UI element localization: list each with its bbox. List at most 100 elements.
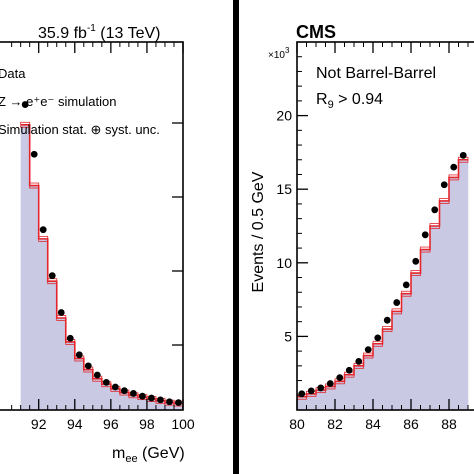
sim-uncertainty-band — [38, 235, 49, 242]
sim-fill-bin — [458, 159, 469, 410]
right-y-axis-label: Events / 0.5 GeV — [250, 171, 267, 292]
data-point — [336, 374, 344, 382]
sim-fill-bin — [56, 318, 67, 410]
data-point — [48, 272, 56, 280]
data-point — [57, 309, 65, 316]
data-point — [402, 281, 410, 289]
sim-fill-bin — [65, 341, 76, 410]
sim-fill-bin — [128, 395, 139, 410]
sim-fill-bin — [74, 358, 85, 410]
x-tick-label: 80 — [289, 416, 305, 432]
r9-cut-annotation: R9 > 0.94 — [316, 91, 383, 111]
legend-simulation-label: Z → e⁺e⁻ simulation — [0, 94, 117, 109]
sim-fill-bin — [335, 381, 345, 410]
sim-fill-bin — [29, 185, 39, 410]
x-tick-label: 100 — [171, 416, 195, 432]
sim-fill-bin — [392, 311, 402, 410]
y-tick-label: 15 — [276, 181, 292, 197]
sim-fill-bin — [316, 390, 326, 410]
data-point — [364, 346, 372, 354]
data-point — [84, 362, 92, 370]
x-tick-label: 84 — [365, 416, 381, 432]
sim-fill-bin — [173, 403, 184, 410]
sim-uncertainty-band — [29, 182, 40, 189]
sim-fill-bin — [20, 124, 30, 411]
sim-uncertainty-band — [410, 270, 421, 277]
cms-title: CMS — [296, 22, 336, 42]
y-tick-label: 5 — [284, 328, 292, 344]
sim-fill-bin — [38, 238, 49, 410]
data-point — [393, 299, 401, 306]
data-point — [130, 390, 137, 397]
left-data-points — [21, 101, 182, 407]
sim-fill-bin — [146, 398, 157, 410]
data-point — [148, 394, 155, 402]
right-simulation-fill — [297, 159, 469, 410]
sim-uncertainty-band — [20, 121, 31, 128]
data-point — [175, 399, 182, 407]
sim-fill-bin — [47, 281, 58, 410]
legend-data-label: Data — [0, 66, 26, 81]
sim-fill-bin — [164, 402, 175, 410]
sim-fill-bin — [297, 396, 307, 410]
sim-fill-bin — [101, 384, 112, 410]
y-tick-label: 10 — [276, 255, 292, 271]
sim-fill-bin — [363, 355, 374, 410]
data-point — [450, 163, 458, 171]
data-point — [355, 358, 363, 365]
data-point — [21, 101, 29, 108]
sim-fill-bin — [439, 200, 450, 410]
data-point — [102, 379, 110, 386]
sim-uncertainty-band — [391, 308, 402, 315]
y-tick-label: 20 — [276, 108, 292, 124]
sim-fill-bin — [83, 369, 94, 410]
y-axis-exponent: ×103 — [268, 46, 290, 61]
data-point — [30, 150, 38, 158]
data-point — [326, 380, 334, 387]
sim-fill-bin — [411, 273, 421, 410]
x-tick-label: 94 — [67, 416, 83, 432]
sim-uncertainty-band — [401, 290, 412, 297]
sim-fill-bin — [420, 249, 431, 410]
data-point — [139, 392, 146, 400]
sim-fill-bin — [119, 392, 130, 410]
sim-fill-bin — [373, 343, 383, 410]
data-point — [317, 384, 325, 392]
data-point — [39, 226, 47, 234]
data-point — [157, 396, 164, 404]
x-tick-label: 92 — [31, 416, 47, 432]
sim-fill-bin — [92, 378, 103, 410]
left-x-axis-label: mee (GeV) — [112, 445, 185, 465]
x-tick-label: 96 — [103, 416, 119, 432]
sim-fill-bin — [449, 177, 459, 410]
data-point — [66, 334, 74, 342]
x-tick-label: 82 — [327, 416, 343, 432]
data-point — [421, 231, 429, 239]
x-tick-label: 88 — [441, 416, 457, 432]
sim-uncertainty-band — [448, 174, 459, 181]
data-point — [440, 181, 448, 189]
left-simulation-fill — [20, 124, 184, 411]
legend-uncertainty-label: Simulation stat. ⊕ syst. unc. — [0, 122, 160, 137]
category-annotation: Not Barrel-Barrel — [316, 65, 436, 82]
panel-divider — [233, 0, 239, 474]
sim-uncertainty-band — [420, 246, 431, 253]
left-plot-frame — [0, 41, 184, 411]
sim-fill-bin — [430, 226, 440, 410]
left-panel: 92 94 96 98 100 35.9 fb-1 (13 TeV) Data Z → … — [0, 23, 195, 465]
data-point — [120, 387, 128, 395]
right-panel: 80 82 84 86 88 5 10 15 20 CMS ×103 Not Barrel-Ba… — [250, 22, 474, 432]
data-point — [111, 383, 119, 391]
sim-uncertainty-band — [429, 223, 440, 229]
sim-fill-bin — [110, 388, 121, 410]
left-axis-ticks: 92 94 96 98 100 — [11, 42, 195, 432]
data-point — [374, 334, 382, 342]
data-point — [383, 316, 391, 324]
data-point — [459, 151, 467, 159]
sim-fill-bin — [382, 329, 393, 410]
data-point — [431, 206, 439, 214]
sim-uncertainty-band — [382, 326, 393, 332]
x-tick-label: 98 — [139, 416, 155, 432]
x-tick-label: 86 — [403, 416, 419, 432]
